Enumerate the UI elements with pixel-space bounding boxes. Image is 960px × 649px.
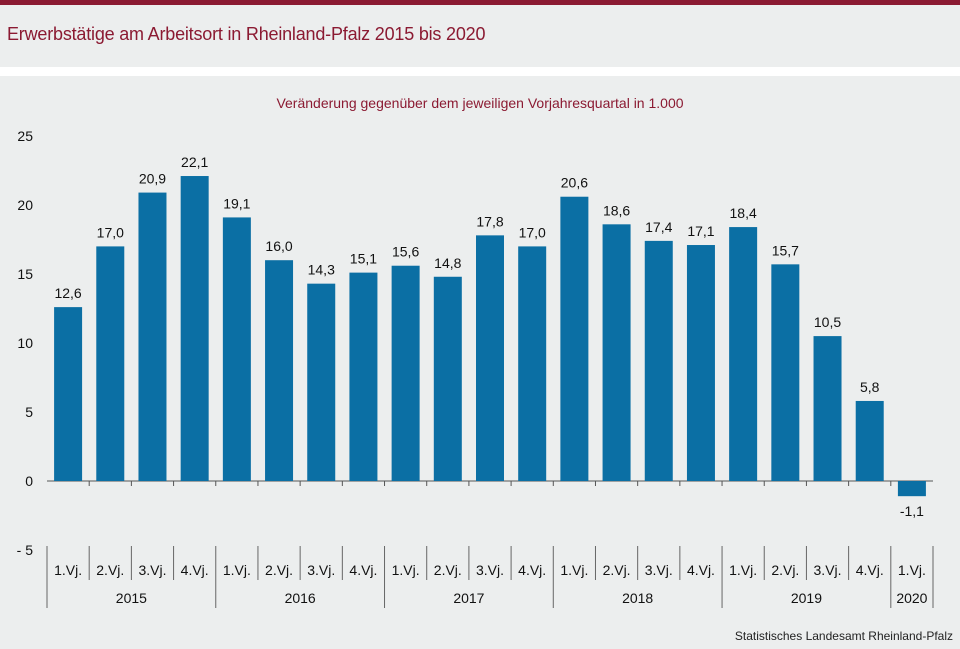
data-label: 15,6 xyxy=(392,244,419,260)
bar xyxy=(54,307,83,481)
y-tick-label: 25 xyxy=(17,128,33,144)
bar xyxy=(602,224,631,481)
page-header: Erwerbstätige am Arbeitsort in Rheinland… xyxy=(0,5,960,67)
bar xyxy=(813,336,842,481)
y-tick-label: 0 xyxy=(25,473,33,489)
bar xyxy=(180,176,209,481)
data-label: 18,4 xyxy=(730,205,757,221)
data-label: 10,5 xyxy=(814,314,841,330)
top-accent-bar xyxy=(0,0,960,5)
x-tick-label: 3.Vj. xyxy=(645,562,673,578)
x-tick-label: 4.Vj. xyxy=(181,562,209,578)
y-tick-label: 20 xyxy=(17,197,33,213)
x-tick-label: 2.Vj. xyxy=(265,562,293,578)
data-label: 15,1 xyxy=(350,251,377,267)
x-tick-label: 4.Vj. xyxy=(349,562,377,578)
x-tick-label: 1.Vj. xyxy=(54,562,82,578)
x-tick-label: 4.Vj. xyxy=(518,562,546,578)
bar xyxy=(560,196,589,481)
x-tick-label: 3.Vj. xyxy=(476,562,504,578)
bar xyxy=(644,240,673,481)
page-title: Erwerbstätige am Arbeitsort in Rheinland… xyxy=(7,24,486,44)
x-tick-label: 3.Vj. xyxy=(138,562,166,578)
x-tick-label: 1.Vj. xyxy=(560,562,588,578)
bar xyxy=(686,245,715,481)
bar xyxy=(729,227,758,481)
x-group-label: 2018 xyxy=(622,590,653,606)
x-tick-label: 1.Vj. xyxy=(223,562,251,578)
data-label: 17,8 xyxy=(476,213,503,229)
header-divider xyxy=(0,67,960,76)
x-tick-label: 2.Vj. xyxy=(771,562,799,578)
x-tick-label: 2.Vj. xyxy=(96,562,124,578)
bar xyxy=(518,246,547,481)
bar xyxy=(349,272,378,481)
y-tick-label: - 5 xyxy=(17,542,34,558)
bar-chart: Veränderung gegenüber dem jeweiligen Vor… xyxy=(17,95,934,608)
x-tick-label: 4.Vj. xyxy=(687,562,715,578)
data-label: 22,1 xyxy=(181,154,208,170)
data-label: 12,6 xyxy=(54,285,81,301)
data-label: 18,6 xyxy=(603,202,630,218)
bar xyxy=(138,192,167,481)
chart-subtitle: Veränderung gegenüber dem jeweiligen Vor… xyxy=(276,95,683,111)
x-group-label: 2019 xyxy=(791,590,822,606)
x-tick-label: 2.Vj. xyxy=(434,562,462,578)
data-label: 17,1 xyxy=(687,223,714,239)
data-label: 17,0 xyxy=(97,224,124,240)
data-label: 19,1 xyxy=(223,195,250,211)
y-tick-label: 5 xyxy=(25,404,33,420)
x-tick-label: 4.Vj. xyxy=(856,562,884,578)
data-label: 14,8 xyxy=(434,255,461,271)
data-label: 20,6 xyxy=(561,175,588,191)
y-tick-label: 15 xyxy=(17,266,33,282)
data-label: 16,0 xyxy=(265,238,292,254)
bar xyxy=(96,246,125,481)
data-label: 15,7 xyxy=(772,242,799,258)
data-label: -1,1 xyxy=(900,503,924,519)
x-group-label: 2017 xyxy=(453,590,484,606)
chart-area: Veränderung gegenüber dem jeweiligen Vor… xyxy=(0,76,960,649)
x-group-label: 2015 xyxy=(116,590,147,606)
source-note: Statistisches Landesamt Rheinland-Pfalz xyxy=(734,629,953,643)
bar xyxy=(265,260,294,481)
x-tick-label: 1.Vj. xyxy=(729,562,757,578)
x-tick-label: 3.Vj. xyxy=(307,562,335,578)
x-tick-label: 1.Vj. xyxy=(392,562,420,578)
data-label: 17,4 xyxy=(645,219,672,235)
x-tick-label: 2.Vj. xyxy=(603,562,631,578)
bar xyxy=(307,283,336,481)
bar xyxy=(855,400,884,481)
x-tick-label: 1.Vj. xyxy=(898,562,926,578)
bar xyxy=(433,276,462,481)
bar xyxy=(476,235,504,481)
x-group-label: 2020 xyxy=(896,590,927,606)
x-group-label: 2016 xyxy=(285,590,316,606)
data-label: 17,0 xyxy=(519,224,546,240)
data-label: 5,8 xyxy=(860,379,880,395)
bar xyxy=(897,481,926,497)
x-tick-label: 3.Vj. xyxy=(814,562,842,578)
bar xyxy=(771,264,800,481)
y-tick-label: 10 xyxy=(17,335,33,351)
bar xyxy=(222,217,251,482)
data-label: 20,9 xyxy=(139,171,166,187)
data-label: 14,3 xyxy=(308,262,335,278)
bar xyxy=(391,265,420,481)
